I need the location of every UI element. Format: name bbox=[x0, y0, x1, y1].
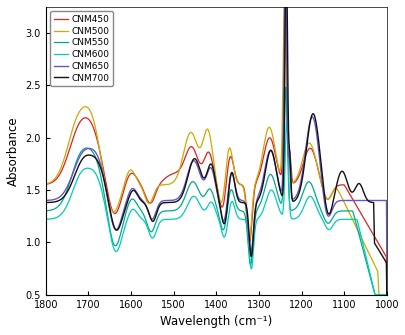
Y-axis label: Absorbance: Absorbance bbox=[7, 116, 20, 186]
CNM600 bbox=[43, 281, 48, 285]
CNM650 bbox=[188, 161, 193, 165]
CNM650 bbox=[340, 198, 345, 202]
Line: CNM650: CNM650 bbox=[46, 0, 386, 274]
CNM500 bbox=[102, 181, 107, 185]
CNM700 bbox=[340, 170, 345, 174]
Line: CNM550: CNM550 bbox=[46, 87, 386, 316]
CNM650 bbox=[102, 182, 107, 186]
CNM700 bbox=[102, 182, 107, 186]
CNM450 bbox=[384, 291, 388, 295]
CNM550 bbox=[188, 181, 193, 185]
CNM650 bbox=[82, 148, 87, 152]
CNM450 bbox=[340, 183, 345, 187]
CNM550 bbox=[174, 207, 179, 211]
CNM450 bbox=[82, 116, 87, 120]
CNM600 bbox=[377, 293, 382, 297]
CNM550 bbox=[340, 209, 345, 213]
CNM600 bbox=[102, 203, 107, 207]
CNM450 bbox=[174, 170, 179, 174]
CNM450 bbox=[43, 264, 48, 268]
Line: CNM500: CNM500 bbox=[46, 4, 386, 316]
CNM600 bbox=[384, 314, 388, 318]
CNM450 bbox=[282, 28, 287, 32]
CNM500 bbox=[174, 175, 179, 179]
CNM700 bbox=[384, 297, 388, 301]
CNM450 bbox=[377, 244, 382, 248]
CNM500 bbox=[377, 293, 382, 297]
CNM450 bbox=[102, 176, 107, 180]
CNM500 bbox=[188, 131, 193, 135]
CNM700 bbox=[377, 251, 382, 255]
CNM550 bbox=[43, 277, 48, 281]
CNM650 bbox=[384, 253, 388, 257]
CNM600 bbox=[284, 120, 288, 124]
CNM550 bbox=[377, 293, 382, 297]
CNM650 bbox=[174, 197, 179, 201]
Legend: CNM450, CNM500, CNM550, CNM600, CNM650, CNM700: CNM450, CNM500, CNM550, CNM600, CNM650, … bbox=[50, 11, 113, 86]
CNM700 bbox=[43, 262, 48, 266]
CNM650 bbox=[377, 198, 382, 202]
CNM500 bbox=[340, 199, 345, 203]
CNM550 bbox=[283, 85, 288, 89]
CNM600 bbox=[174, 217, 179, 221]
CNM650 bbox=[43, 272, 48, 276]
Line: CNM450: CNM450 bbox=[46, 30, 386, 293]
CNM600 bbox=[82, 167, 87, 171]
Line: CNM600: CNM600 bbox=[46, 122, 386, 316]
CNM600 bbox=[188, 196, 193, 200]
X-axis label: Wavelength (cm⁻¹): Wavelength (cm⁻¹) bbox=[160, 315, 272, 328]
CNM500 bbox=[43, 263, 48, 267]
CNM600 bbox=[340, 217, 345, 221]
CNM700 bbox=[82, 154, 87, 158]
CNM700 bbox=[174, 199, 179, 203]
CNM700 bbox=[188, 161, 193, 165]
CNM550 bbox=[102, 197, 107, 201]
Line: CNM700: CNM700 bbox=[46, 0, 386, 299]
CNM550 bbox=[82, 146, 87, 150]
CNM500 bbox=[82, 105, 87, 109]
CNM450 bbox=[188, 145, 193, 149]
CNM550 bbox=[384, 314, 388, 318]
CNM500 bbox=[384, 314, 388, 318]
CNM500 bbox=[281, 2, 286, 6]
